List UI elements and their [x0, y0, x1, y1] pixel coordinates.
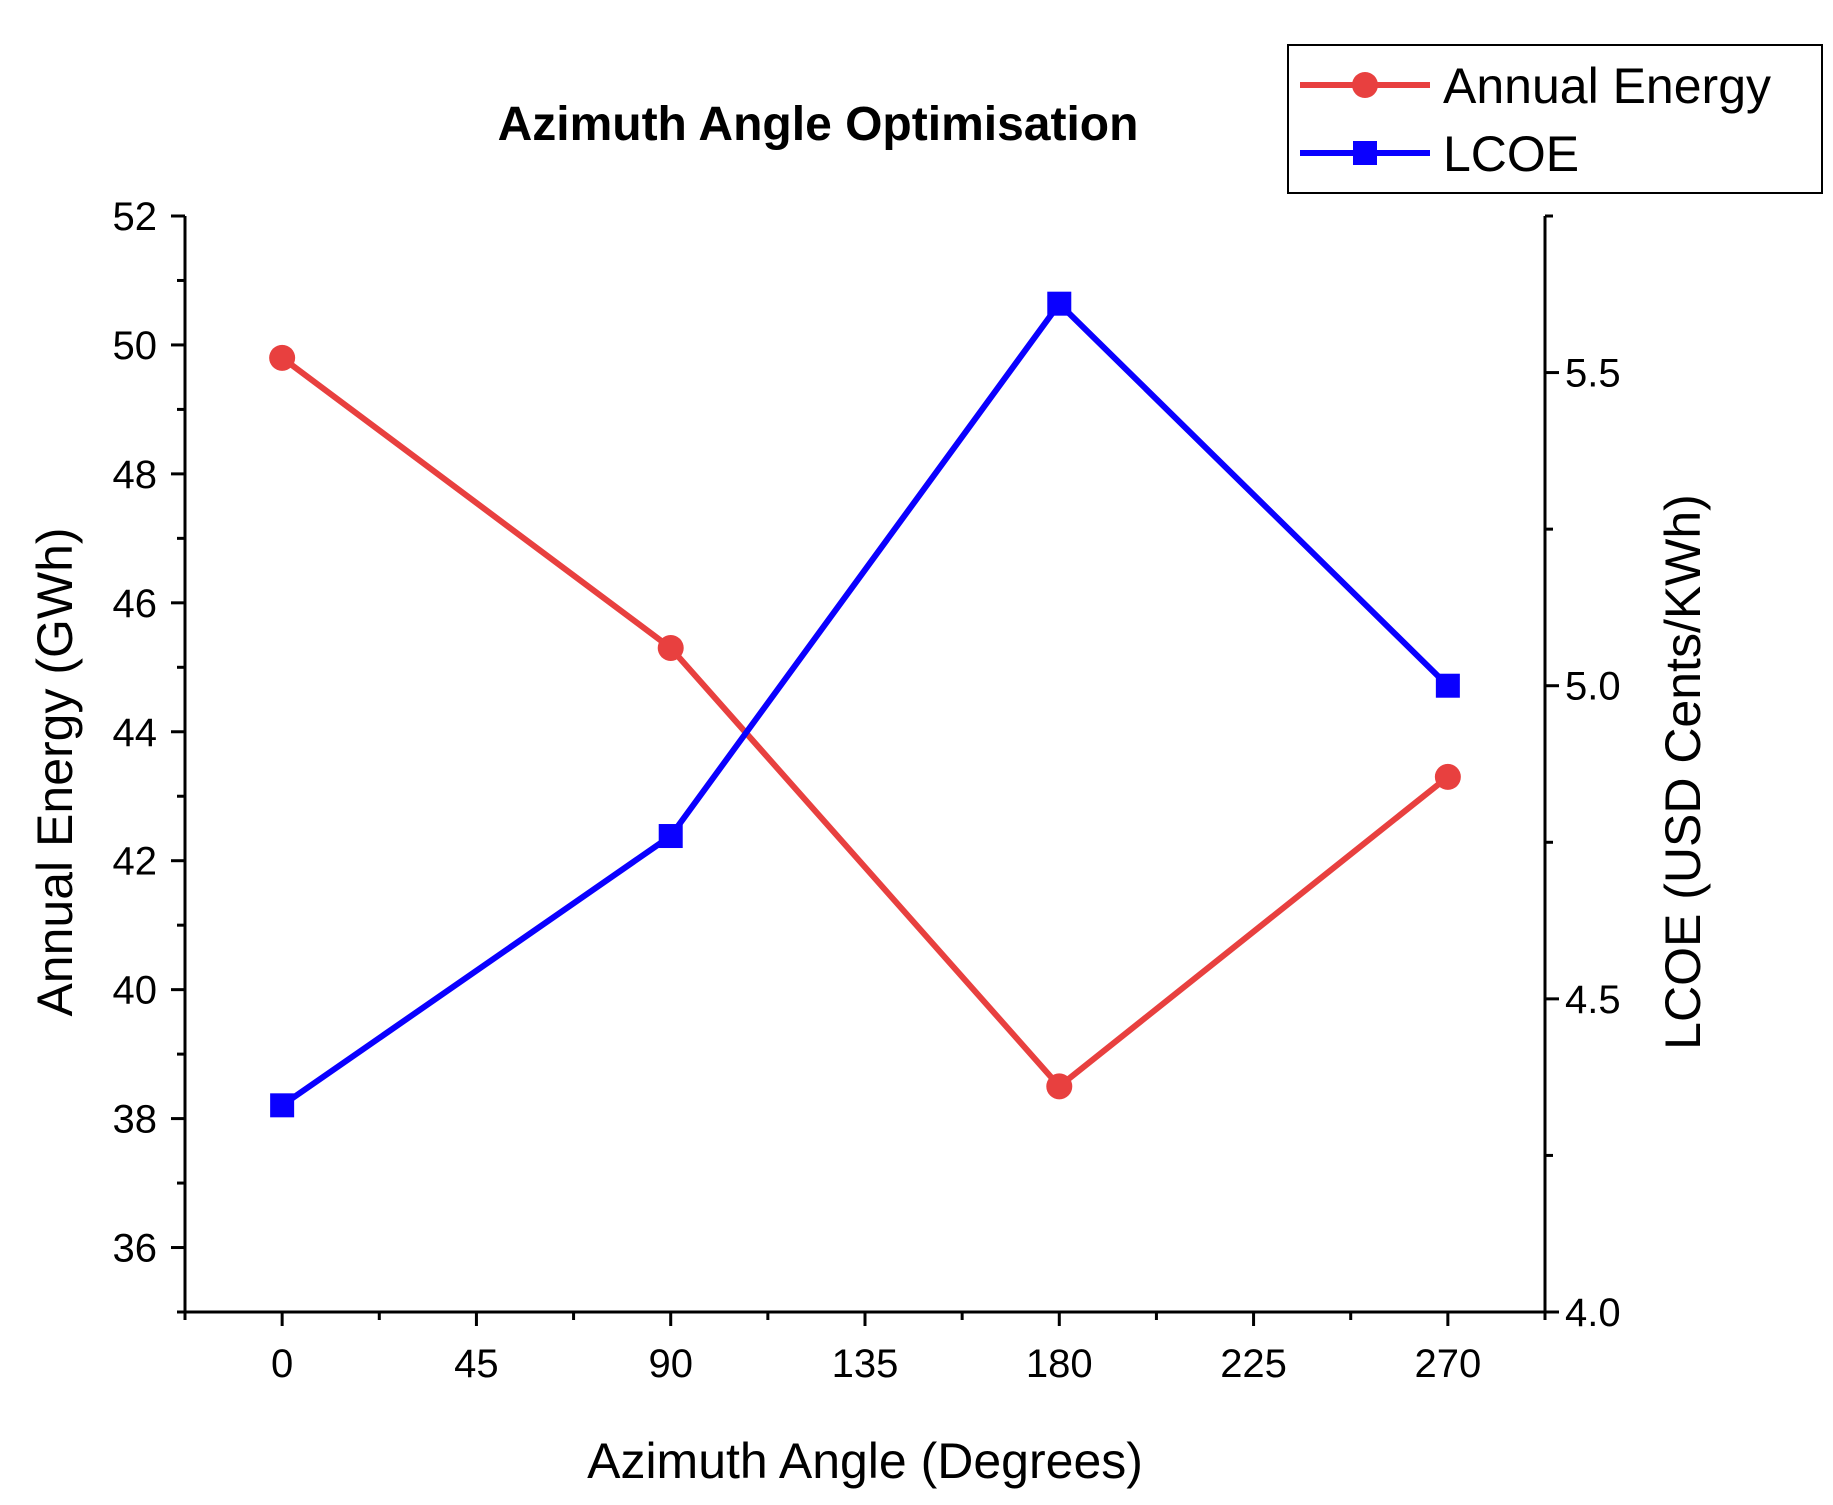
x-tick-label: 0: [271, 1342, 293, 1386]
data-point-annual-energy: [657, 634, 684, 661]
y-tick-label: 46: [113, 582, 158, 626]
x-tick-label: 180: [1026, 1342, 1093, 1386]
data-point-lcoe: [1435, 673, 1460, 698]
y2-tick-label: 4.0: [1565, 1291, 1621, 1335]
data-point-lcoe: [1047, 291, 1072, 316]
legend-label-annual-energy: Annual Energy: [1443, 58, 1771, 114]
y-tick-label: 50: [113, 324, 158, 368]
series-line-annual-energy: [280, 355, 1450, 1091]
legend-label-lcoe: LCOE: [1443, 126, 1579, 182]
data-point-annual-energy: [1434, 763, 1461, 790]
y-tick-label: 36: [113, 1227, 158, 1271]
x-tick-label: 270: [1414, 1342, 1481, 1386]
x-tick-label: 135: [832, 1342, 899, 1386]
x-tick-label: 225: [1220, 1342, 1287, 1386]
data-point-lcoe: [270, 1093, 295, 1118]
legend-box: [1287, 44, 1823, 194]
y-tick-label: 52: [113, 195, 158, 239]
y2-axis-label: LCOE (USD Cents/KWh): [1655, 494, 1711, 1050]
x-tick-label: 45: [454, 1342, 499, 1386]
data-point-annual-energy: [269, 344, 296, 371]
chart-title: Azimuth Angle Optimisation: [498, 98, 1139, 151]
y2-tick-label: 5.0: [1565, 665, 1621, 709]
y-tick-label: 48: [113, 453, 158, 497]
legend-marker-lcoe: [1353, 141, 1377, 165]
y-tick-label: 38: [113, 1098, 158, 1142]
axes: 0 45 90 135 180 225 270 36 38 40 42 44 46 48 50 52 4.0 4.…: [113, 195, 1621, 1386]
y-tick-label: 42: [113, 840, 158, 884]
legend-marker-annual-energy: [1352, 72, 1378, 98]
y2-tick-label: 5.5: [1565, 352, 1621, 396]
data-point-annual-energy: [1046, 1073, 1073, 1100]
data-point-lcoe: [658, 824, 683, 849]
x-axis-label: Azimuth Angle (Degrees): [587, 1433, 1143, 1489]
series-line-lcoe: [280, 299, 1450, 1108]
y-tick-label: 44: [113, 711, 158, 755]
x-tick-label: 90: [648, 1342, 693, 1386]
y2-tick-label: 4.5: [1565, 978, 1621, 1022]
y-axis-label: Annual Energy (GWh): [27, 527, 83, 1016]
series-layer: [269, 291, 1461, 1118]
y-tick-label: 40: [113, 969, 158, 1013]
legend: Annual Energy LCOE: [1287, 44, 1823, 194]
